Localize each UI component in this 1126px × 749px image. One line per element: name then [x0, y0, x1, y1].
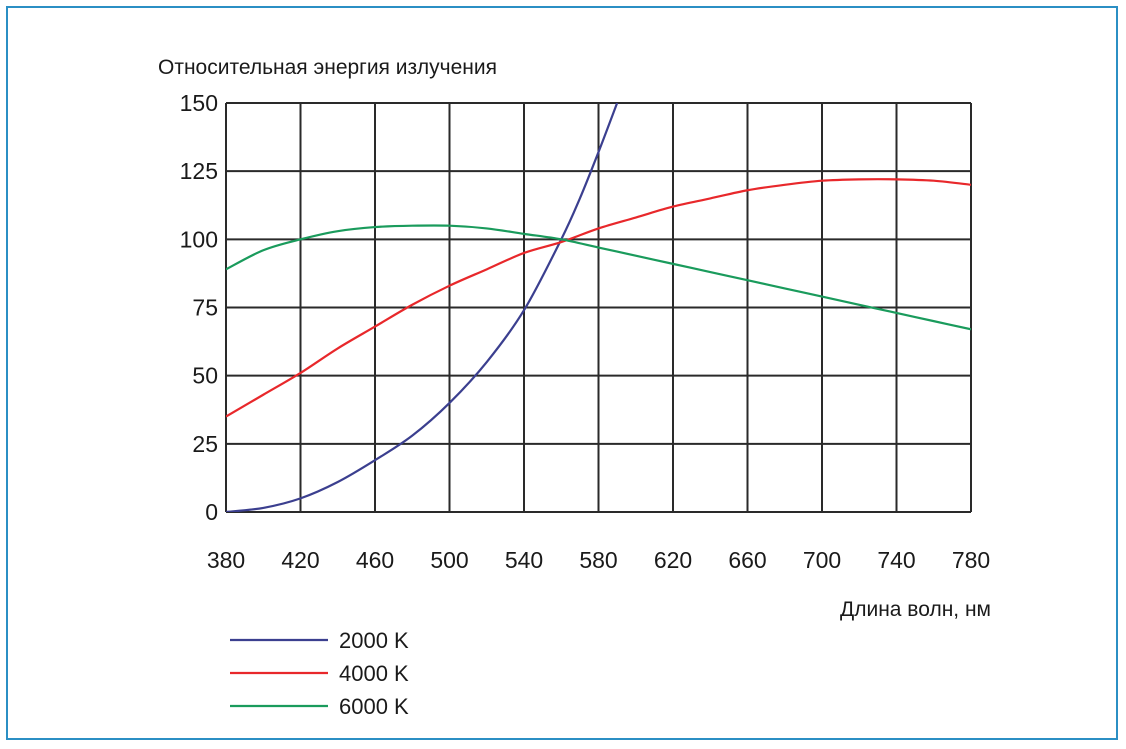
x-tick-label: 660	[728, 547, 766, 573]
y-tick-label: 75	[192, 295, 218, 321]
legend-label: 2000 K	[339, 628, 409, 653]
x-tick-label: 500	[430, 547, 468, 573]
y-tick-label: 25	[192, 431, 218, 457]
series-lines	[226, 103, 971, 512]
series-line	[226, 224, 971, 331]
grid	[225, 102, 972, 513]
x-tick-label: 540	[505, 547, 543, 573]
legend: 2000 K 4000 K 6000 K	[230, 628, 409, 719]
x-axis-label: Длина волн, нм	[840, 598, 991, 621]
series-line	[226, 178, 971, 418]
y-tick-label: 150	[180, 90, 218, 116]
x-tick-label: 380	[207, 547, 245, 573]
x-tick-label: 420	[281, 547, 319, 573]
y-tick-label: 100	[180, 226, 218, 252]
series-line	[226, 103, 619, 512]
x-tick-label: 700	[803, 547, 841, 573]
y-tick-labels: 0 25 50 75 100 125 150	[180, 90, 218, 525]
y-tick-label: 50	[192, 363, 218, 389]
x-tick-label: 740	[877, 547, 915, 573]
y-tick-label: 125	[180, 158, 218, 184]
x-tick-label: 780	[952, 547, 990, 573]
chart-frame: 380 420 460 500 540 580 620 660 700 740 780 0 25 50 7…	[6, 6, 1118, 740]
x-tick-labels: 380 420 460 500 540 580 620 660 700 740 780	[207, 547, 990, 573]
chart-svg: 380 420 460 500 540 580 620 660 700 740 780 0 25 50 7…	[158, 56, 991, 719]
legend-label: 4000 K	[339, 661, 409, 686]
y-axis-label: Относительная энергия излучения	[158, 56, 497, 79]
legend-label: 6000 K	[339, 694, 409, 719]
y-tick-label: 0	[205, 499, 218, 525]
x-tick-label: 620	[654, 547, 692, 573]
x-tick-label: 460	[356, 547, 394, 573]
x-tick-label: 580	[579, 547, 617, 573]
